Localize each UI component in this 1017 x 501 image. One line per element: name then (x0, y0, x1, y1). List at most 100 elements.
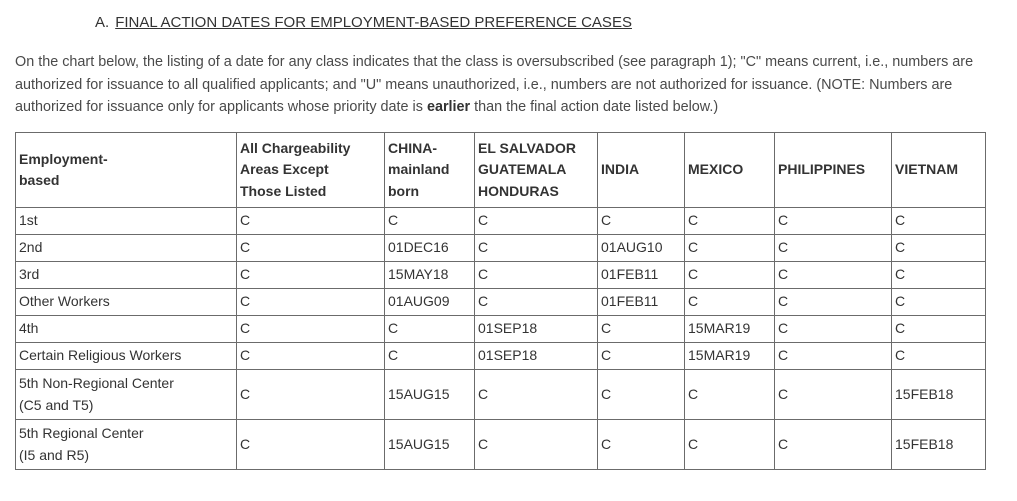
date-cell: C (597, 419, 685, 470)
date-cell: C (774, 419, 892, 470)
row-category-line: (I5 and R5) (19, 446, 90, 463)
table-row: 5th Non-Regional Center (C5 and T5) C 15AUG… (15, 369, 986, 420)
date-cell: 15MAR19 (684, 315, 775, 343)
date-cell: 15MAR19 (684, 342, 775, 370)
column-header: EL SALVADOR GUATEMALA HONDURAS (474, 132, 598, 208)
date-cell: C (891, 261, 986, 289)
column-header: CHINA-mainland born (384, 132, 475, 208)
row-category-line: 4th (19, 320, 39, 337)
date-cell: C (774, 342, 892, 370)
intro-text-part2: than the final action date listed below.… (470, 99, 719, 115)
column-header-line: mainland (388, 161, 450, 178)
date-cell: C (474, 369, 598, 420)
column-header: Employment-based (15, 132, 237, 208)
column-header: VIETNAM (891, 132, 986, 208)
intro-text-part1: On the chart below, the listing of a dat… (15, 54, 974, 115)
column-header-line: CHINA- (388, 139, 437, 156)
column-header-line: Areas Except (240, 161, 329, 178)
column-header-line: VIETNAM (895, 161, 958, 178)
date-cell: 01AUG10 (597, 234, 685, 262)
date-cell: C (684, 369, 775, 420)
date-cell: 15FEB18 (891, 419, 986, 470)
row-category-cell: 5th Non-Regional Center (C5 and T5) (15, 369, 237, 420)
column-header-line: PHILIPPINES (778, 161, 866, 178)
date-cell: 15FEB18 (891, 369, 986, 420)
column-header-line: Employment- (19, 150, 108, 167)
column-header: PHILIPPINES (774, 132, 892, 208)
date-cell: C (384, 207, 475, 235)
column-header-line: EL SALVADOR (478, 139, 577, 156)
date-cell: C (236, 234, 385, 262)
intro-emphasis: earlier (426, 99, 471, 115)
column-header-line: Those Listed (240, 182, 327, 199)
date-cell: C (774, 315, 892, 343)
date-cell: C (891, 207, 986, 235)
date-cell: C (597, 342, 685, 370)
date-cell: C (236, 261, 385, 289)
date-cell: C (774, 369, 892, 420)
date-cell: C (774, 207, 892, 235)
date-cell: C (474, 207, 598, 235)
date-cell: 15AUG15 (384, 419, 475, 470)
table-header-row: Employment-based All Chargeability Areas E… (15, 132, 986, 208)
row-category-cell: Other Workers (15, 288, 237, 316)
column-header-line: HONDURAS (478, 182, 559, 199)
date-cell: C (684, 288, 775, 316)
date-cell: C (236, 419, 385, 470)
date-cell: C (684, 207, 775, 235)
row-category-line: Certain Religious Workers (19, 347, 182, 364)
date-cell: C (384, 342, 475, 370)
date-cell: 15AUG15 (384, 369, 475, 420)
row-category-cell: 4th (15, 315, 237, 343)
date-cell: C (597, 369, 685, 420)
column-header-line: GUATEMALA (478, 161, 567, 178)
date-cell: 01SEP18 (474, 315, 598, 343)
date-cell: C (684, 234, 775, 262)
column-header-line: MEXICO (688, 161, 744, 178)
date-cell: C (774, 234, 892, 262)
date-cell: C (891, 234, 986, 262)
date-cell: C (891, 342, 986, 370)
date-cell: C (236, 369, 385, 420)
intro-paragraph: On the chart below, the listing of a dat… (15, 51, 1005, 119)
table-row: 4th C C 01SEP18 C 15MAR19 C C (15, 315, 986, 343)
column-header-line: born (388, 182, 420, 199)
date-cell: C (597, 207, 685, 235)
table-row: 2nd C 01DEC16 C 01AUG10 C C C (15, 234, 986, 262)
table-row: 1st C C C C C C C (15, 207, 986, 235)
table-row: Certain Religious Workers C C 01SEP18 C 15MAR… (15, 342, 986, 370)
section-title: FINAL ACTION DATES FOR EMPLOYMENT-BASED … (115, 14, 632, 31)
row-category-line: 5th Non-Regional Center (19, 375, 174, 391)
row-category-cell: 1st (15, 207, 237, 235)
date-cell: C (891, 288, 986, 316)
date-cell: C (236, 315, 385, 343)
date-cell: C (236, 342, 385, 370)
row-category-cell: 5th Regional Center (I5 and R5) (15, 419, 237, 470)
row-category-cell: 2nd (15, 234, 237, 262)
row-category-line: 1st (19, 212, 38, 229)
section-heading: A. FINAL ACTION DATES FOR EMPLOYMENT-BASE… (95, 14, 632, 31)
date-cell: C (684, 419, 775, 470)
table-row: 5th Regional Center (I5 and R5) C 15AUG15 C C… (15, 419, 986, 470)
date-cell: 01SEP18 (474, 342, 598, 370)
date-cell: C (474, 261, 598, 289)
date-cell: C (474, 288, 598, 316)
row-category-cell: Certain Religious Workers (15, 342, 237, 370)
date-cell: 15MAY18 (384, 261, 475, 289)
column-header-line: INDIA (601, 161, 640, 178)
date-cell: C (236, 207, 385, 235)
section-letter: A. (95, 14, 110, 31)
table-body: 1st C C C C C C C 2nd C 01DEC16 C 01AUG10 C C C 3rd C 15MA… (15, 207, 986, 470)
date-cell: C (236, 288, 385, 316)
date-cell: C (474, 234, 598, 262)
date-cell: C (684, 261, 775, 289)
date-cell: C (384, 315, 475, 343)
date-cell: C (474, 419, 598, 470)
row-category-line: 2nd (19, 239, 43, 256)
column-header-line: All Chargeability (240, 139, 351, 156)
column-header: MEXICO (684, 132, 775, 208)
row-category-line: 5th Regional Center (19, 425, 144, 441)
column-header-line: based (19, 172, 60, 188)
row-category-line: Other Workers (19, 293, 110, 310)
column-header: INDIA (597, 132, 685, 208)
